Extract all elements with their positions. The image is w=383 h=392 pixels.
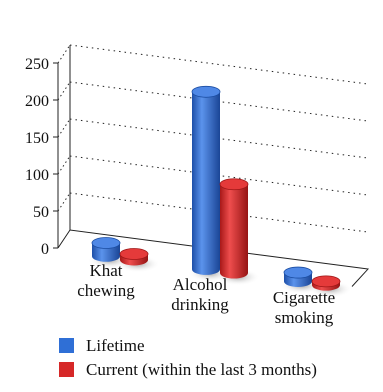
bar-top	[219, 178, 249, 191]
x-tick-label-line: drinking	[171, 295, 229, 314]
bar-current-1	[220, 184, 248, 279]
gridline-connector	[57, 155, 71, 175]
y-tick-label: 150	[25, 130, 49, 147]
x-axis: Khat chewing Alcohol drinking Cigarette smoki…	[77, 261, 335, 327]
y-tick-label: 100	[25, 167, 49, 184]
y-tick-label: 200	[25, 93, 49, 110]
gridline	[69, 118, 369, 159]
gridline-connector	[57, 192, 71, 212]
bar-top	[91, 237, 121, 249]
x-tick-label: Cigarette smoking	[273, 288, 335, 327]
x-tick-label-line: Cigarette	[273, 288, 335, 307]
bars	[88, 85, 352, 298]
y-axis: 0 50 100 150 200 250	[25, 56, 58, 258]
bar-lifetime-1	[192, 91, 221, 275]
legend-swatch	[59, 338, 74, 353]
legend: Lifetime Current (within the last 3 month…	[59, 336, 317, 379]
x-tick-label-line: Alcohol	[173, 275, 228, 294]
legend-label: Lifetime	[86, 336, 145, 355]
gridline	[69, 44, 369, 85]
y-tick-label: 250	[25, 56, 49, 73]
gridline	[69, 155, 369, 196]
gridline-connector	[57, 81, 71, 101]
x-tick-label-line: smoking	[275, 308, 334, 327]
gridline	[69, 81, 369, 122]
x-tick-label-line: chewing	[77, 281, 135, 300]
gridline	[69, 192, 369, 233]
gridline-connector	[57, 44, 71, 64]
bar-top	[119, 248, 149, 260]
bar-top	[311, 275, 341, 288]
x-tick-label: Khat chewing	[77, 261, 135, 300]
y-tick-label: 50	[33, 204, 49, 221]
x-tick-label-line: Khat	[89, 261, 122, 280]
legend-swatch	[59, 362, 74, 377]
y-tick-label: 0	[41, 241, 49, 258]
legend-label: Current (within the last 3 months)	[86, 360, 317, 379]
x-tick-label: Alcohol drinking	[171, 275, 229, 314]
bar-top	[191, 85, 221, 98]
gridlines	[57, 44, 369, 233]
bar-top	[283, 266, 313, 279]
gridline-connector	[57, 118, 71, 138]
